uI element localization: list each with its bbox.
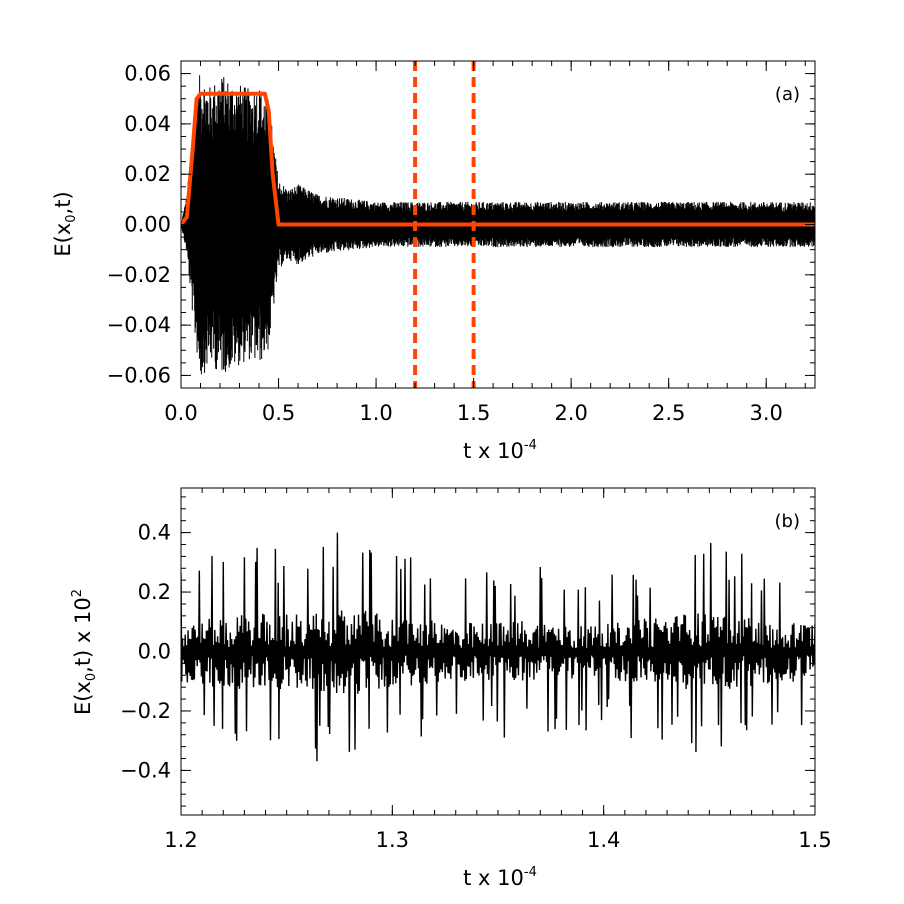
panel-b-series-0 [181, 532, 815, 762]
panel-a-series-0 [181, 75, 815, 375]
panel-a-x-tick-label: 1.0 [359, 401, 392, 425]
panel-a-y-axis-label: E(x0,t) [51, 191, 79, 256]
panel-a-x-tick-label: 2.0 [554, 401, 587, 425]
panel-a-series-1 [181, 91, 815, 227]
panel-a-x-tick-label: 3.0 [750, 401, 783, 425]
panel-b-plot-area [181, 532, 815, 762]
panel-b-y-tick-label: −0.4 [120, 758, 171, 782]
panel-b-ticks: 1.2 1.3 1.4 1.5 −0.4 −0.2 0.0 0.2 0.4 [120, 488, 832, 852]
panel-a-y-tick-label: −0.02 [107, 263, 171, 287]
panel-a-x-tick-label: 1.5 [457, 401, 490, 425]
panel-a-y-tick-label: 0.02 [124, 162, 171, 186]
panel-b: 1.2 1.3 1.4 1.5 −0.4 −0.2 0.0 0.2 0.4 (b) t x 10… [70, 487, 832, 890]
panel-a-x-axis-label: t x 10-4 [463, 438, 537, 463]
panel-b-y-axis-label: E(x0,t) x 102 [70, 589, 99, 715]
panel-b-label: (b) [775, 511, 800, 532]
panel-a-label: (a) [775, 84, 800, 105]
panel-a-y-tick-label: 0.04 [124, 112, 171, 136]
panel-a-x-tick-label: 0.5 [262, 401, 295, 425]
panel-b-x-tick-label: 1.3 [376, 828, 409, 852]
panel-a-y-tick-label: 0.00 [124, 213, 171, 237]
panel-a-y-tick-label: −0.06 [107, 363, 171, 387]
panel-a-plot-area [181, 61, 815, 388]
panel-b-x-axis-label: t x 10-4 [463, 865, 537, 890]
panel-b-y-tick-label: 0.0 [138, 640, 171, 664]
panel-b-x-tick-label: 1.2 [164, 828, 197, 852]
panel-a-y-tick-label: −0.04 [107, 313, 171, 337]
panel-b-y-tick-label: 0.2 [138, 580, 171, 604]
panel-a-x-tick-label: 0.0 [164, 401, 197, 425]
panel-a-ticks: 0.0 0.5 1.0 1.5 2.0 2.5 3.0 −0.06 −0.04 −0.02 0.00… [107, 60, 815, 425]
panel-b-x-tick-label: 1.4 [587, 828, 620, 852]
panel-a-y-tick-label: 0.06 [124, 62, 171, 86]
panel-b-y-tick-label: 0.4 [138, 521, 171, 545]
panel-b-x-tick-label: 1.5 [798, 828, 831, 852]
panel-a: 0.0 0.5 1.0 1.5 2.0 2.5 3.0 −0.06 −0.04 −0.02 0.00… [51, 60, 816, 463]
panel-a-x-tick-label: 2.5 [652, 401, 685, 425]
panel-b-y-tick-label: −0.2 [120, 699, 171, 723]
